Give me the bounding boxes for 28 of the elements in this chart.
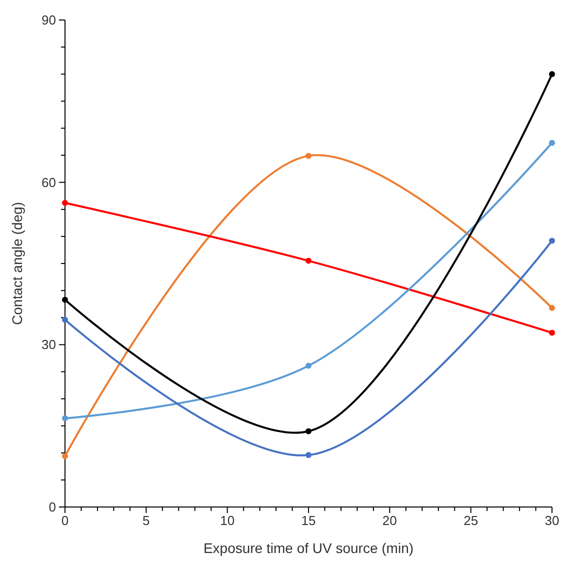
point [306,428,312,434]
x-tick-label: 0 [61,513,69,528]
point [306,258,312,264]
x-tick-label: 25 [464,513,478,528]
y-tick-label: 30 [42,337,56,352]
point [306,362,312,369]
point [306,452,312,458]
point [549,238,555,244]
y-tick-label: 60 [42,174,56,190]
x-tick-label: 10 [220,513,235,528]
point [549,140,555,146]
x-tick-label: 15 [301,513,316,528]
point [549,304,555,311]
point [549,71,555,78]
point [62,200,68,206]
y-tick-label: 0 [48,500,56,515]
point [549,330,555,336]
point [62,453,68,460]
y-axis-title: Contact angle (deg) [9,202,25,325]
x-axis-title: Exposure time of UV source (min) [203,540,414,556]
point [62,296,68,303]
point [62,316,68,323]
point [62,415,68,422]
x-tick-label: 20 [382,513,397,528]
x-tick-label: 30 [544,513,560,528]
point [306,152,312,159]
y-tick-label: 90 [42,12,56,28]
x-tick-label: 5 [142,513,150,528]
